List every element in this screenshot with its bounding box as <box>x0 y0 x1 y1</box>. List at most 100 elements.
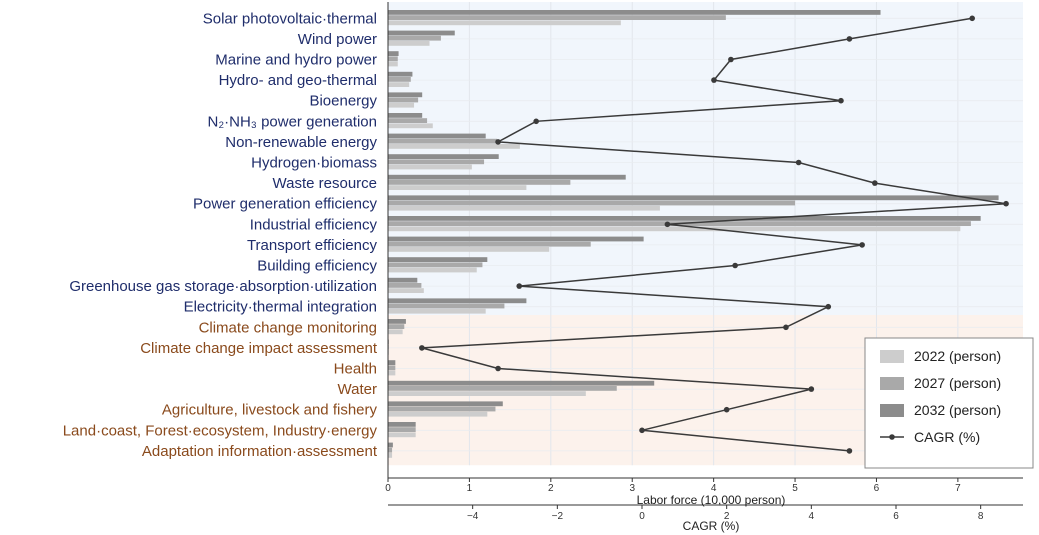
bar-2022-person-15 <box>388 329 403 335</box>
bar-2022-person-12 <box>388 267 477 273</box>
legend-marker-cagr <box>889 434 895 440</box>
bar-2032-person-0 <box>388 10 881 15</box>
category-label-5: N₂·NH₃ power generation <box>207 113 377 130</box>
bar-2027-person-7 <box>388 159 485 165</box>
category-label-16: Climate change impact assessment <box>140 340 378 357</box>
bar-2022-person-19 <box>388 411 488 417</box>
labor-axis-title: Labor force (10,000 person) <box>637 493 786 507</box>
cagr-tick-label-0: −4 <box>467 511 479 522</box>
category-label-10: Industrial efficiency <box>250 216 378 233</box>
category-label-15: Climate change monitoring <box>199 319 377 336</box>
bar-2032-person-12 <box>388 257 488 262</box>
bar-2032-person-2 <box>388 51 399 56</box>
bar-2027-person-4 <box>388 97 419 103</box>
bar-2022-person-6 <box>388 144 520 149</box>
bar-2027-person-0 <box>388 15 726 20</box>
bar-2022-person-7 <box>388 164 472 170</box>
cagr-point-16 <box>419 345 425 351</box>
bar-2032-person-13 <box>388 277 418 283</box>
bar-2022-person-5 <box>388 123 433 129</box>
category-label-17: Health <box>334 361 377 378</box>
cagr-point-10 <box>664 221 671 228</box>
bar-2032-person-7 <box>388 154 499 159</box>
bar-2022-person-4 <box>388 102 415 108</box>
cagr-point-6 <box>495 139 501 145</box>
cagr-point-1 <box>846 36 853 42</box>
legend: 2022 (person) 2027 (person) 2032 (person… <box>864 337 1034 469</box>
legend-swatch-2022 <box>880 350 904 363</box>
bar-2032-person-17 <box>388 360 396 365</box>
cagr-tick-label-4: 4 <box>809 511 815 522</box>
bar-2027-person-14 <box>388 303 505 309</box>
labor-tick-label-2: 2 <box>548 483 554 494</box>
legend-label-2022: 2022 (person) <box>914 348 1001 364</box>
bar-2022-person-9 <box>388 205 660 211</box>
cagr-point-20 <box>639 427 645 434</box>
category-label-4: Bioenergy <box>309 93 377 110</box>
category-label-12: Building efficiency <box>257 258 377 275</box>
legend-label-cagr: CAGR (%) <box>914 429 980 445</box>
bar-2022-person-11 <box>388 247 550 252</box>
cagr-point-17 <box>495 365 501 372</box>
legend-swatch-2027 <box>880 377 904 390</box>
category-label-20: Land·coast, Forest·ecosystem, Industry·e… <box>63 422 378 439</box>
cagr-point-5 <box>533 118 539 125</box>
axes: Labor force (10,000 person) CAGR (%) 0 1 2… <box>385 2 1023 533</box>
cagr-point-9 <box>1003 200 1009 207</box>
category-label-19: Agriculture, livestock and fishery <box>162 402 378 419</box>
cagr-point-15 <box>783 324 789 331</box>
labor-tick-label-3: 3 <box>629 483 635 494</box>
cagr-point-21 <box>846 448 853 454</box>
category-label-0: Solar photovoltaic·thermal <box>203 10 377 27</box>
bar-2022-person-3 <box>388 82 410 87</box>
category-label-7: Hydrogen·biomass <box>251 155 377 172</box>
cagr-point-2 <box>728 56 734 63</box>
bar-2027-person-3 <box>388 77 411 82</box>
bar-2022-person-13 <box>388 288 424 293</box>
labor-tick-label-5: 5 <box>792 483 798 494</box>
cagr-line <box>419 15 1009 454</box>
category-label-18: Water <box>338 381 377 398</box>
bar-2027-person-8 <box>388 180 571 185</box>
category-label-13: Greenhouse gas storage·absorption·utiliz… <box>69 278 377 295</box>
bar-2027-person-18 <box>388 386 617 391</box>
labor-tick-label-7: 7 <box>955 483 961 494</box>
bar-2032-person-5 <box>388 113 423 118</box>
bar-2032-person-19 <box>388 401 503 407</box>
bar-2032-person-9 <box>388 195 999 201</box>
cagr-point-12 <box>732 262 738 269</box>
bar-2027-person-6 <box>388 138 498 144</box>
bar-2027-person-2 <box>388 56 398 62</box>
category-label-3: Hydro- and geo-thermal <box>219 72 377 89</box>
cagr-tick-label-1: −2 <box>552 511 564 522</box>
cagr-tick-label-6: 8 <box>978 511 984 522</box>
cagr-point-3 <box>711 77 717 83</box>
cagr-point-0 <box>969 15 975 22</box>
cagr-point-14 <box>825 303 832 310</box>
category-label-21: Adaptation information·assessment <box>142 443 378 460</box>
cagr-axis-title: CAGR (%) <box>683 519 740 533</box>
category-label-11: Transport efficiency <box>247 237 378 254</box>
category-label-8: Waste resource <box>273 175 377 192</box>
bar-2022-person-17 <box>388 370 396 376</box>
cagr-tick-label-3: 2 <box>724 511 730 522</box>
cagr-line-path <box>421 17 1007 452</box>
cagr-point-19 <box>723 406 730 413</box>
legend-swatch-2032 <box>880 404 904 417</box>
labor-tick-label-0: 0 <box>385 483 391 494</box>
bar-2032-person-6 <box>388 133 486 139</box>
cagr-tick-label-5: 6 <box>893 511 899 522</box>
bar-2032-person-20 <box>388 422 416 427</box>
cagr-tick-label-2: 0 <box>639 511 645 522</box>
bar-2032-person-10 <box>388 216 981 221</box>
cagr-point-13 <box>516 283 523 289</box>
bar-2032-person-18 <box>388 380 655 386</box>
labor-tick-label-1: 1 <box>467 483 473 494</box>
bar-2027-person-12 <box>388 262 483 268</box>
bar-2022-person-14 <box>388 308 486 314</box>
cagr-point-11 <box>859 242 865 248</box>
cagr-point-4 <box>838 97 844 104</box>
bar-2027-person-15 <box>388 324 405 329</box>
bar-2027-person-1 <box>388 35 441 41</box>
